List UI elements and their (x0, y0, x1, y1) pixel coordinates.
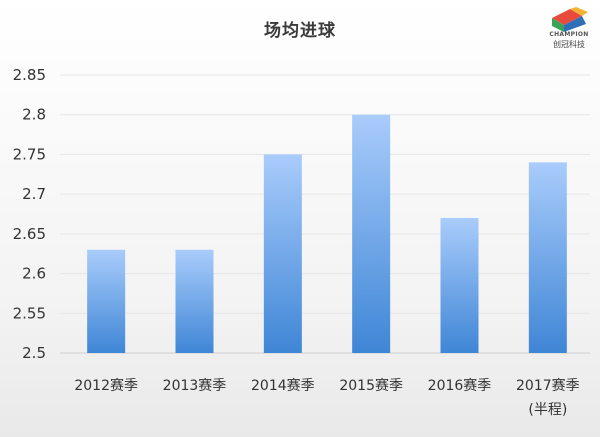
logo-subtitle: 创冠科技 (553, 40, 585, 49)
bar (263, 154, 302, 353)
bar (528, 162, 567, 353)
y-tick-label: 2.6 (22, 265, 46, 283)
gridlines (60, 74, 590, 354)
logo-wordmark: CHAMPION (549, 31, 589, 38)
x-category-label: 2012赛季 (74, 378, 138, 394)
x-axis-category-labels: 2012赛季 2013赛季 2014赛季 2015赛季 2016赛季 2017赛季 (半程) (74, 378, 579, 418)
bars (87, 114, 567, 353)
bar (87, 249, 126, 353)
y-tick-label: 2.8 (22, 106, 46, 124)
champion-logo: CHAMPION 创冠科技 (540, 6, 598, 52)
bar (175, 249, 214, 353)
bar (352, 114, 391, 353)
y-tick-label: 2.5 (22, 344, 46, 362)
y-tick-label: 2.75 (13, 145, 46, 163)
y-tick-label: 2.65 (13, 225, 46, 243)
x-category-label: 2013赛季 (163, 378, 227, 394)
y-axis-tick-labels: 2.5 2.55 2.6 2.65 2.7 2.75 2.8 2.85 (13, 66, 46, 362)
y-tick-label: 2.55 (13, 304, 46, 322)
x-category-label: 2016赛季 (428, 378, 492, 394)
x-category-label: (半程) (528, 402, 567, 418)
bar (440, 217, 479, 353)
x-category-label: 2015赛季 (339, 378, 403, 394)
x-category-label: 2014赛季 (251, 378, 315, 394)
chart-title: 场均进球 (264, 21, 336, 41)
y-tick-label: 2.7 (22, 185, 46, 203)
y-tick-label: 2.85 (13, 66, 46, 84)
x-category-label: 2017赛季 (516, 378, 580, 394)
logo-cube-icon (552, 7, 588, 32)
